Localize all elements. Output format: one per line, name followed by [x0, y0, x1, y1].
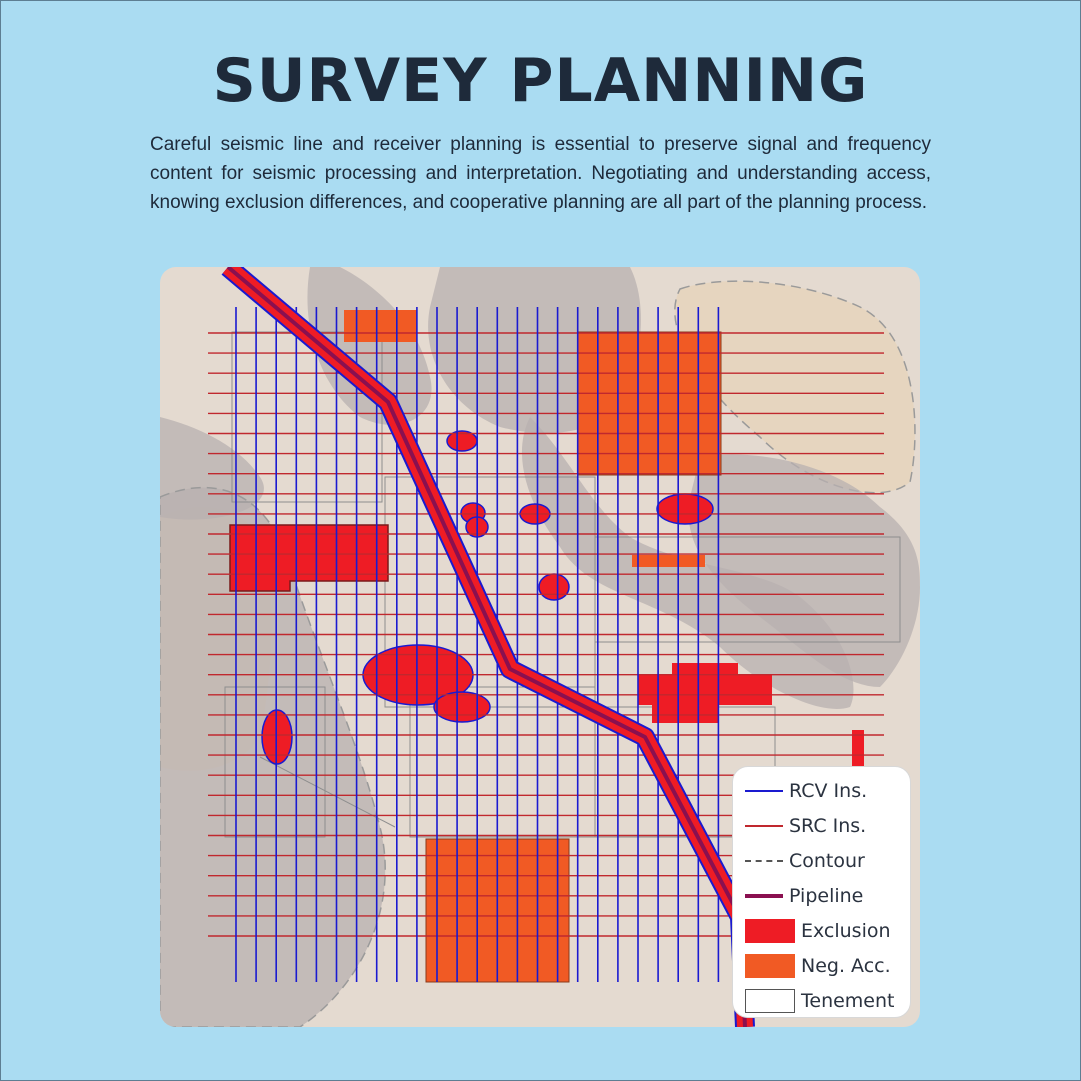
- legend-item-tenement: Tenement: [733, 985, 910, 1017]
- legend-label: Exclusion: [801, 920, 891, 942]
- neg-acc-area: [344, 310, 417, 342]
- legend-swatch-rcv: [733, 775, 789, 807]
- legend-swatch-contour: [733, 845, 789, 877]
- legend-item-pipeline: Pipeline: [733, 880, 910, 912]
- description-text: Careful seismic line and receiver planni…: [150, 134, 931, 213]
- legend-item-contour: Contour: [733, 845, 910, 877]
- legend-label: Neg. Acc.: [801, 955, 891, 977]
- legend-swatch-exclusion: [733, 915, 795, 947]
- tenement-parcel: [594, 536, 901, 643]
- contour-region-grey-e: [688, 454, 920, 687]
- legend-item-rcv: RCV Ins.: [733, 775, 910, 807]
- contour-region-grey-nw2: [307, 267, 432, 425]
- tenement-parcel: [224, 686, 326, 838]
- exclusion-area: [638, 663, 772, 723]
- legend-label: RCV Ins.: [789, 780, 868, 802]
- neg-acc-area: [632, 555, 705, 567]
- legend-label: SRC Ins.: [789, 815, 867, 837]
- legend-label: Contour: [789, 850, 865, 872]
- exclusion-area: [656, 493, 714, 525]
- legend-swatch-tenement: [733, 985, 795, 1017]
- exclusion-area: [538, 573, 570, 601]
- legend-item-exclusion: Exclusion: [733, 915, 910, 947]
- legend-item-negacc: Neg. Acc.: [733, 950, 910, 982]
- map-legend: RCV Ins. SRC Ins. Contour Pipeline Exclu…: [732, 766, 911, 1018]
- legend-swatch-negacc: [733, 950, 795, 982]
- exclusion-area: [852, 730, 864, 775]
- survey-map: [160, 267, 920, 1027]
- exclusion-area: [433, 691, 491, 723]
- legend-label: Tenement: [801, 990, 895, 1012]
- page-title: SURVEY PLANNING: [212, 46, 869, 116]
- exclusion-area: [229, 524, 389, 592]
- legend-swatch-pipeline: [733, 880, 789, 912]
- legend-label: Pipeline: [789, 885, 864, 907]
- exclusion-area: [261, 709, 293, 765]
- legend-swatch-src: [733, 810, 789, 842]
- legend-item-src: SRC Ins.: [733, 810, 910, 842]
- survey-map-canvas: [160, 267, 920, 1027]
